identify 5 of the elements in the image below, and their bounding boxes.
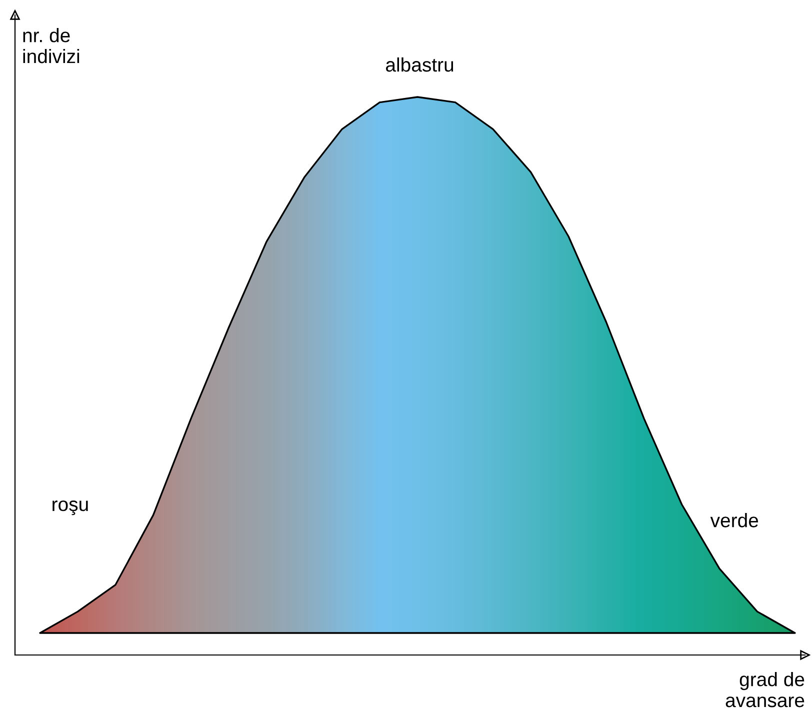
annotation: roşu bbox=[52, 500, 88, 516]
y-axis-title: nr. de indivizi bbox=[23, 28, 80, 64]
text: albastru bbox=[386, 57, 454, 72]
annotation: verde bbox=[710, 513, 758, 528]
x-axis-title: grad de avansare bbox=[726, 672, 804, 708]
